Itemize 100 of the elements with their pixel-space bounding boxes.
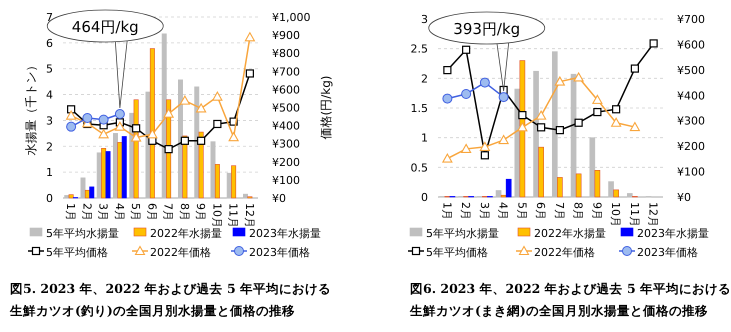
bar	[96, 152, 102, 198]
point	[556, 126, 564, 134]
x-tick-label: 6月	[534, 202, 548, 220]
legend-label: 2023年水揚量	[637, 227, 709, 240]
y2-tick-label: ¥700	[272, 65, 300, 78]
point	[114, 109, 125, 120]
legend-label: 2023年価格	[637, 246, 698, 259]
bar	[226, 172, 232, 198]
y-tick-label: 2	[421, 72, 428, 86]
y2-tick-label: ¥100	[272, 174, 300, 187]
bar	[533, 70, 539, 198]
x-tick-label: 5月	[515, 202, 528, 220]
y-tick-label: 2	[46, 140, 53, 154]
bar	[80, 178, 86, 198]
point	[164, 108, 174, 118]
legend-label: 5年平均水揚量	[426, 227, 499, 240]
point	[442, 154, 452, 163]
point	[517, 122, 528, 132]
point	[593, 108, 602, 116]
y-tick-label: 7	[46, 11, 53, 24]
point	[442, 94, 452, 104]
point	[574, 72, 584, 82]
x-tick-label: 7月	[552, 202, 566, 220]
x-tick-label: 12月	[646, 202, 660, 227]
y-tick-label: 0	[46, 192, 53, 205]
caption: 図5. 2023 年、2022 年および過去 5 年平均における	[10, 281, 332, 296]
x-tick-label: 8月	[572, 202, 585, 220]
caption: 図6. 2023 年、2022 年および過去 5 年平均における	[410, 281, 731, 296]
y2-tick-label: ¥700	[677, 13, 705, 26]
point	[98, 114, 109, 125]
x-tick-label: 10月	[609, 202, 622, 227]
bar	[626, 193, 633, 198]
y-tick-label: 1	[46, 166, 53, 180]
y2-tick-label: ¥200	[272, 156, 300, 169]
bar	[231, 165, 236, 198]
point	[630, 122, 640, 132]
point	[98, 129, 109, 138]
bar	[101, 148, 106, 198]
point	[197, 136, 206, 145]
y2-tick-label: ¥600	[677, 38, 705, 52]
bar	[178, 80, 183, 198]
x-tick-label: 1月	[440, 202, 454, 220]
bar	[242, 194, 248, 198]
bar	[68, 194, 74, 198]
point	[611, 118, 622, 127]
legend-label: 5年平均水揚量	[46, 227, 119, 240]
legend-label: 5年平均価格	[426, 246, 488, 259]
legend-label: 5年平均価格	[46, 246, 108, 259]
point	[147, 129, 158, 138]
bar	[162, 34, 167, 198]
text: 生鮮カツオ(まき網)の全国月別水揚量と価格の推移	[409, 303, 708, 318]
y-tick-label: 3	[46, 114, 53, 128]
y2-tick-label: ¥900	[272, 29, 300, 42]
x-tick-label: 6月	[145, 203, 158, 221]
point	[196, 103, 206, 112]
bar	[64, 195, 70, 198]
x-tick-label: 3月	[96, 203, 110, 221]
point	[131, 132, 142, 142]
point	[650, 39, 658, 48]
legend-label: 2022年価格	[534, 246, 595, 259]
point	[180, 96, 190, 105]
bar	[608, 181, 614, 198]
legend-label: 2022年水揚量	[150, 227, 222, 240]
y-axis-title: 水揚量（千トン）	[24, 60, 38, 156]
point	[213, 120, 222, 128]
x-tick-label: 11月	[628, 202, 641, 227]
point	[518, 111, 526, 120]
point	[592, 94, 602, 104]
callout: 393円/kg	[428, 12, 546, 92]
bar	[496, 190, 502, 198]
bar	[570, 74, 576, 198]
point	[246, 69, 254, 78]
y2-tick-label: ¥800	[272, 47, 300, 60]
point	[244, 32, 255, 42]
bar	[122, 136, 127, 198]
point	[66, 110, 76, 120]
point	[212, 92, 222, 101]
legend-label: 2023年価格	[249, 246, 310, 259]
point	[462, 46, 470, 54]
point	[443, 66, 452, 74]
point	[180, 136, 189, 145]
bar	[112, 133, 118, 198]
x-tick-label: 8月	[178, 203, 191, 221]
bar	[613, 190, 619, 198]
point	[498, 92, 509, 102]
text: 生鮮カツオ(釣り)の全国月別水揚量と価格の推移	[9, 303, 295, 318]
x-tick-label: 1月	[64, 203, 78, 221]
y2-tick-label: ¥500	[272, 102, 300, 114]
bar	[210, 141, 216, 198]
point	[480, 78, 490, 88]
bar	[576, 174, 582, 198]
point	[480, 151, 489, 160]
bar	[557, 177, 563, 198]
y2-tick-label: ¥100	[677, 166, 705, 179]
y2-tick-label: ¥300	[272, 138, 300, 151]
point	[537, 123, 546, 132]
x-tick-label: 2月	[80, 203, 94, 221]
x-tick-label: 5月	[129, 203, 142, 221]
point	[164, 145, 173, 154]
y2-tick-label: ¥500	[677, 64, 705, 77]
